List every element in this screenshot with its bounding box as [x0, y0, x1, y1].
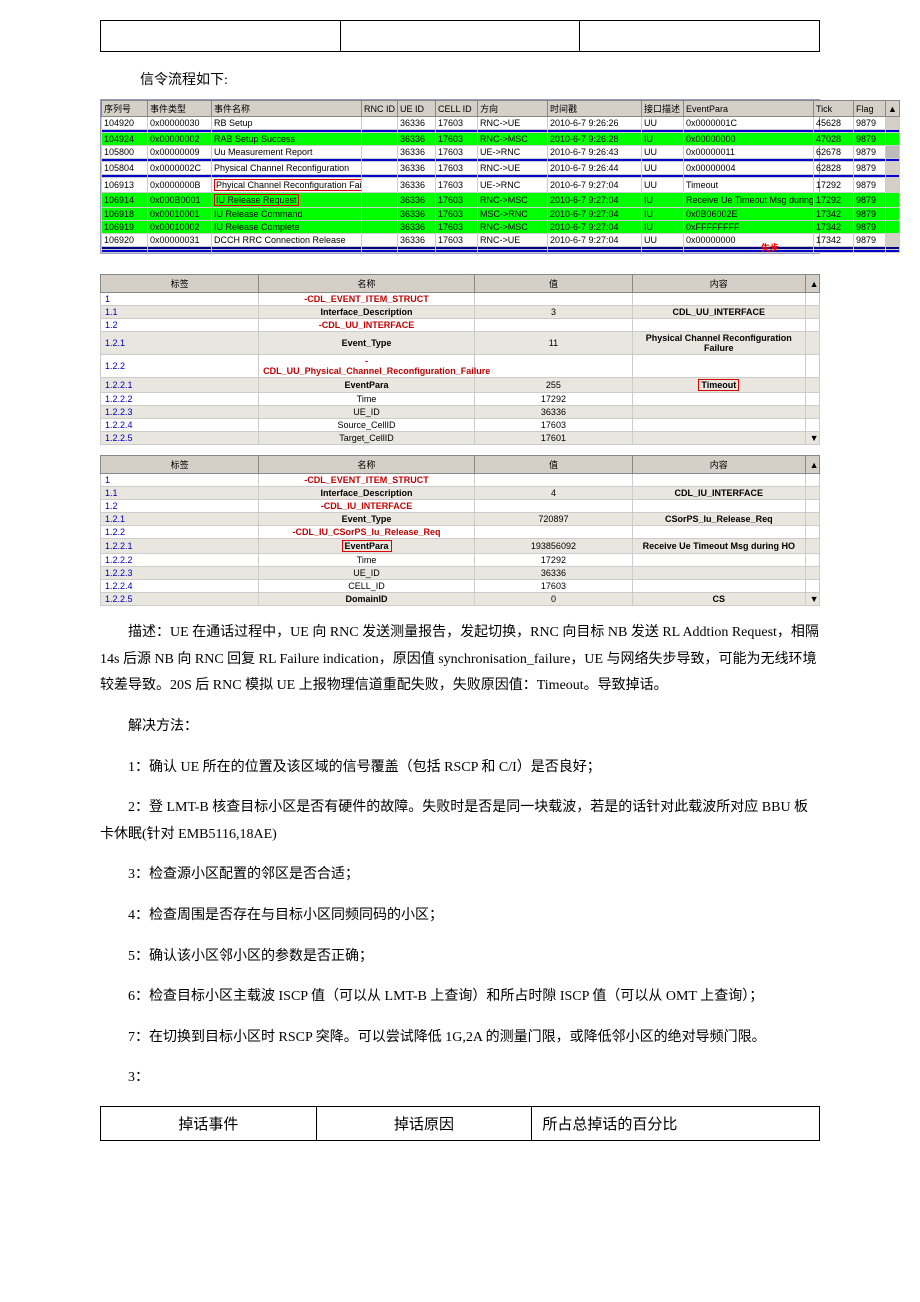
- signaling-screenshot: 序列号事件类型事件名称RNC IDUE IDCELL ID方向时间戳接口描述Ev…: [100, 99, 820, 606]
- detail-row: 1.2-CDL_UU_INTERFACE: [101, 319, 820, 332]
- sig-row: 1069140x000B0001IU Release Request363361…: [102, 193, 900, 208]
- detail-header: 标签: [101, 456, 259, 474]
- detail-header: 内容: [633, 275, 806, 293]
- detail-panel-2: 标签名称值内容▲ 1-CDL_EVENT_ITEM_STRUCT1.1Inter…: [100, 455, 820, 606]
- bottom-h1: 掉话事件: [101, 1106, 317, 1140]
- detail-row: 1.2.2.5Target_CellID17601▼: [101, 432, 820, 445]
- solution-step: 3：检查源小区配置的邻区是否合适；: [100, 862, 820, 889]
- detail-header: 名称: [259, 456, 475, 474]
- sig-row: 1049200x00000030RB Setup3633617603RNC->U…: [102, 117, 900, 130]
- signaling-table: 序列号事件类型事件名称RNC IDUE IDCELL ID方向时间戳接口描述Ev…: [101, 100, 900, 253]
- sig-row: 1069200x00000031DCCH RRC Connection Rele…: [102, 234, 900, 247]
- detail-row: 1.2.2.4Source_CellID17603: [101, 419, 820, 432]
- detail-header: 标签: [101, 275, 259, 293]
- sig-row: 1069130x0000000BPhyical Channel Reconfig…: [102, 178, 900, 193]
- sig-header: 序列号: [102, 101, 148, 117]
- detail-row: 1.2.2.4CELL_ID17603: [101, 580, 820, 593]
- sig-header: Tick: [814, 101, 854, 117]
- detail-row: 1.2-CDL_IU_INTERFACE: [101, 500, 820, 513]
- detail-header: 内容: [633, 456, 806, 474]
- sig-header: 方向: [478, 101, 548, 117]
- detail-row: 1.2.2-CDL_UU_Physical_Channel_Reconfigur…: [101, 355, 820, 378]
- solution-step: 7：在切换到目标小区时 RSCP 突降。可以尝试降低 1G,2A 的测量门限，或…: [100, 1025, 820, 1052]
- detail-row: 1.2.2.5DomainID0CS▼: [101, 593, 820, 606]
- empty-header-table: [100, 20, 820, 52]
- solution-step: 6：检查目标小区主载波 ISCP 值（可以从 LMT-B 上查询）和所占时隙 I…: [100, 984, 820, 1011]
- sig-row: 1069190x00010002IU Release Complete36336…: [102, 221, 900, 234]
- detail-row: 1-CDL_EVENT_ITEM_STRUCT: [101, 293, 820, 306]
- sig-row: 1058000x00000009Uu Measurement Report363…: [102, 146, 900, 159]
- sig-header: 接口描述: [642, 101, 684, 117]
- solution-title: 解决方法：: [100, 714, 820, 741]
- detail-row: 1.1Interface_Description4CDL_IU_INTERFAC…: [101, 487, 820, 500]
- detail-row: 1.2.2.1EventPara255Timeout: [101, 378, 820, 393]
- sig-header: UE ID: [398, 101, 436, 117]
- detail-row: 1.2.1Event_Type11Physical Channel Reconf…: [101, 332, 820, 355]
- sig-row: 1069180x00010001IU Release Command363361…: [102, 208, 900, 221]
- solution-step: 1：确认 UE 所在的位置及该区域的信号覆盖（包括 RSCP 和 C/I）是否良…: [100, 755, 820, 782]
- bottom-h3: 所占总掉话的百分比: [532, 1106, 820, 1140]
- sig-header: 事件类型: [148, 101, 212, 117]
- sig-row: 1049240x00000002RAB Setup Success3633617…: [102, 133, 900, 146]
- detail-row: 1.1Interface_Description3CDL_UU_INTERFAC…: [101, 306, 820, 319]
- detail-row: 1.2.1Event_Type720897CSorPS_Iu_Release_R…: [101, 513, 820, 526]
- sig-header: Flag: [854, 101, 886, 117]
- detail-header: 名称: [259, 275, 475, 293]
- sig-header: 事件名称: [212, 101, 362, 117]
- intro-text: 信令流程如下:: [140, 68, 820, 93]
- detail-row: 1.2.2.3UE_ID36336: [101, 406, 820, 419]
- sig-row: 1058040x0000002CPhysical Channel Reconfi…: [102, 162, 900, 175]
- bottom-table: 掉话事件 掉话原因 所占总掉话的百分比: [100, 1106, 820, 1141]
- three-colon: 3：: [100, 1065, 820, 1092]
- detail-row: 1.2.2.2Time17292: [101, 554, 820, 567]
- sig-header: 时间戳: [548, 101, 642, 117]
- detail-row: 1.2.2-CDL_IU_CSorPS_Iu_Release_Req: [101, 526, 820, 539]
- detail-row: 1.2.2.1EventPara193856092Receive Ue Time…: [101, 539, 820, 554]
- sig-header: EventPara: [684, 101, 814, 117]
- detail-row: 1.2.2.2Time17292: [101, 393, 820, 406]
- bottom-h2: 掉话原因: [316, 1106, 532, 1140]
- detail-panel-1: 标签名称值内容▲ 1-CDL_EVENT_ITEM_STRUCT1.1Inter…: [100, 274, 820, 445]
- solution-step: 2：登 LMT-B 核查目标小区是否有硬件的故障。失败时是否是同一块载波，若是的…: [100, 795, 820, 848]
- detail-header: 值: [474, 275, 632, 293]
- detail-row: 1-CDL_EVENT_ITEM_STRUCT: [101, 474, 820, 487]
- solution-step: 5：确认该小区邻小区的参数是否正确；: [100, 944, 820, 971]
- sig-header: CELL ID: [436, 101, 478, 117]
- detail-row: 1.2.2.3UE_ID36336: [101, 567, 820, 580]
- sig-header: RNC ID: [362, 101, 398, 117]
- description-text: 描述：UE 在通话过程中，UE 向 RNC 发送测量报告，发起切换，RNC 向目…: [100, 620, 820, 700]
- solution-step: 4：检查周围是否存在与目标小区同频同码的小区；: [100, 903, 820, 930]
- detail-header: 值: [474, 456, 632, 474]
- sig-row: [102, 250, 900, 253]
